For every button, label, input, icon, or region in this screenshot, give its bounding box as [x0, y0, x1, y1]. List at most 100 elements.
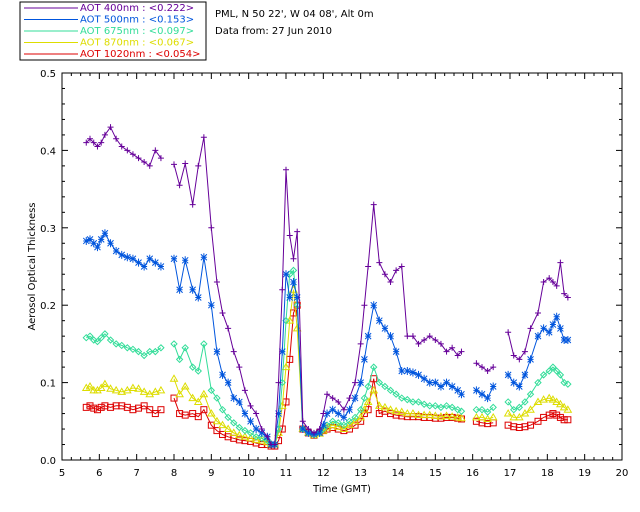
data-point	[556, 413, 564, 421]
data-point	[236, 364, 243, 371]
data-point	[135, 155, 142, 162]
data-point	[90, 336, 98, 344]
x-axis-label: Time (GMT)	[312, 484, 371, 495]
data-point	[324, 391, 331, 398]
series-675nm	[82, 266, 572, 449]
data-point	[97, 235, 105, 244]
y-tick-label: 0.2	[40, 301, 56, 312]
data-point	[515, 403, 524, 412]
data-point	[128, 383, 138, 392]
data-point	[140, 402, 148, 410]
data-point	[286, 270, 294, 278]
data-point	[454, 405, 462, 414]
x-tick-label: 19	[578, 468, 591, 479]
data-point	[82, 334, 90, 342]
data-point	[81, 383, 91, 392]
x-tick-label: 17	[504, 468, 517, 479]
data-point	[334, 419, 342, 427]
data-point	[520, 409, 530, 417]
data-point	[505, 329, 512, 336]
data-point	[230, 419, 238, 427]
data-point	[414, 398, 423, 406]
data-point	[199, 389, 209, 398]
data-point	[279, 286, 286, 293]
data-point	[426, 378, 434, 387]
data-point	[278, 347, 286, 356]
data-point	[387, 278, 394, 285]
data-point	[189, 201, 196, 208]
data-point	[101, 229, 109, 238]
data-point	[553, 411, 561, 419]
data-point	[545, 328, 553, 337]
data-point	[180, 381, 190, 390]
data-point	[447, 412, 457, 420]
data-point	[490, 364, 497, 371]
data-point	[113, 135, 120, 142]
data-point	[181, 411, 189, 419]
data-point	[100, 379, 110, 388]
data-point	[488, 412, 498, 421]
data-point	[484, 394, 491, 403]
data-point	[86, 402, 94, 410]
data-point	[526, 390, 535, 398]
data-point	[275, 379, 282, 386]
y-tick-label: 0.3	[40, 224, 56, 235]
data-point	[489, 382, 497, 391]
data-point	[477, 412, 487, 421]
data-point	[283, 166, 289, 173]
data-point	[323, 409, 331, 418]
x-tick-label: 20	[616, 468, 629, 479]
data-point	[564, 294, 571, 301]
x-tick-label: 7	[133, 468, 139, 479]
data-point	[534, 378, 542, 387]
data-point	[380, 402, 390, 411]
data-point	[106, 384, 115, 392]
data-point	[521, 348, 528, 355]
data-point	[402, 409, 412, 417]
data-point	[539, 371, 548, 379]
data-point	[139, 387, 149, 395]
data-point	[208, 224, 215, 231]
data-point	[473, 360, 480, 367]
data-point	[286, 293, 294, 302]
data-point	[564, 336, 572, 345]
data-point	[559, 402, 569, 411]
data-point	[345, 420, 354, 429]
data-point	[556, 399, 565, 408]
data-point	[182, 160, 189, 167]
data-point	[449, 344, 456, 351]
data-point	[483, 414, 492, 422]
data-point	[230, 394, 238, 403]
data-point	[346, 405, 353, 414]
data-point	[82, 236, 90, 245]
data-point	[207, 386, 216, 395]
data-point	[200, 406, 208, 414]
data-point	[87, 135, 93, 142]
data-point	[534, 417, 542, 425]
data-point	[443, 348, 450, 355]
data-point	[363, 397, 373, 405]
data-point	[207, 421, 215, 429]
data-point	[391, 406, 401, 415]
data-point	[560, 378, 568, 387]
data-point	[364, 382, 372, 391]
data-point	[549, 278, 556, 285]
series-line-1020nm	[507, 413, 568, 429]
data-point	[107, 124, 114, 131]
data-point	[181, 344, 189, 352]
data-point	[421, 337, 428, 344]
data-point	[540, 278, 547, 285]
data-point	[398, 394, 406, 402]
data-point	[305, 428, 312, 437]
data-point	[193, 397, 203, 405]
data-point	[86, 332, 94, 340]
data-point	[286, 232, 293, 239]
data-point	[145, 389, 155, 398]
data-point	[560, 336, 568, 345]
data-point	[510, 405, 518, 414]
data-point	[175, 389, 184, 398]
data-point	[289, 266, 298, 275]
data-point	[176, 182, 183, 189]
data-point	[290, 255, 297, 262]
data-point	[504, 370, 512, 379]
